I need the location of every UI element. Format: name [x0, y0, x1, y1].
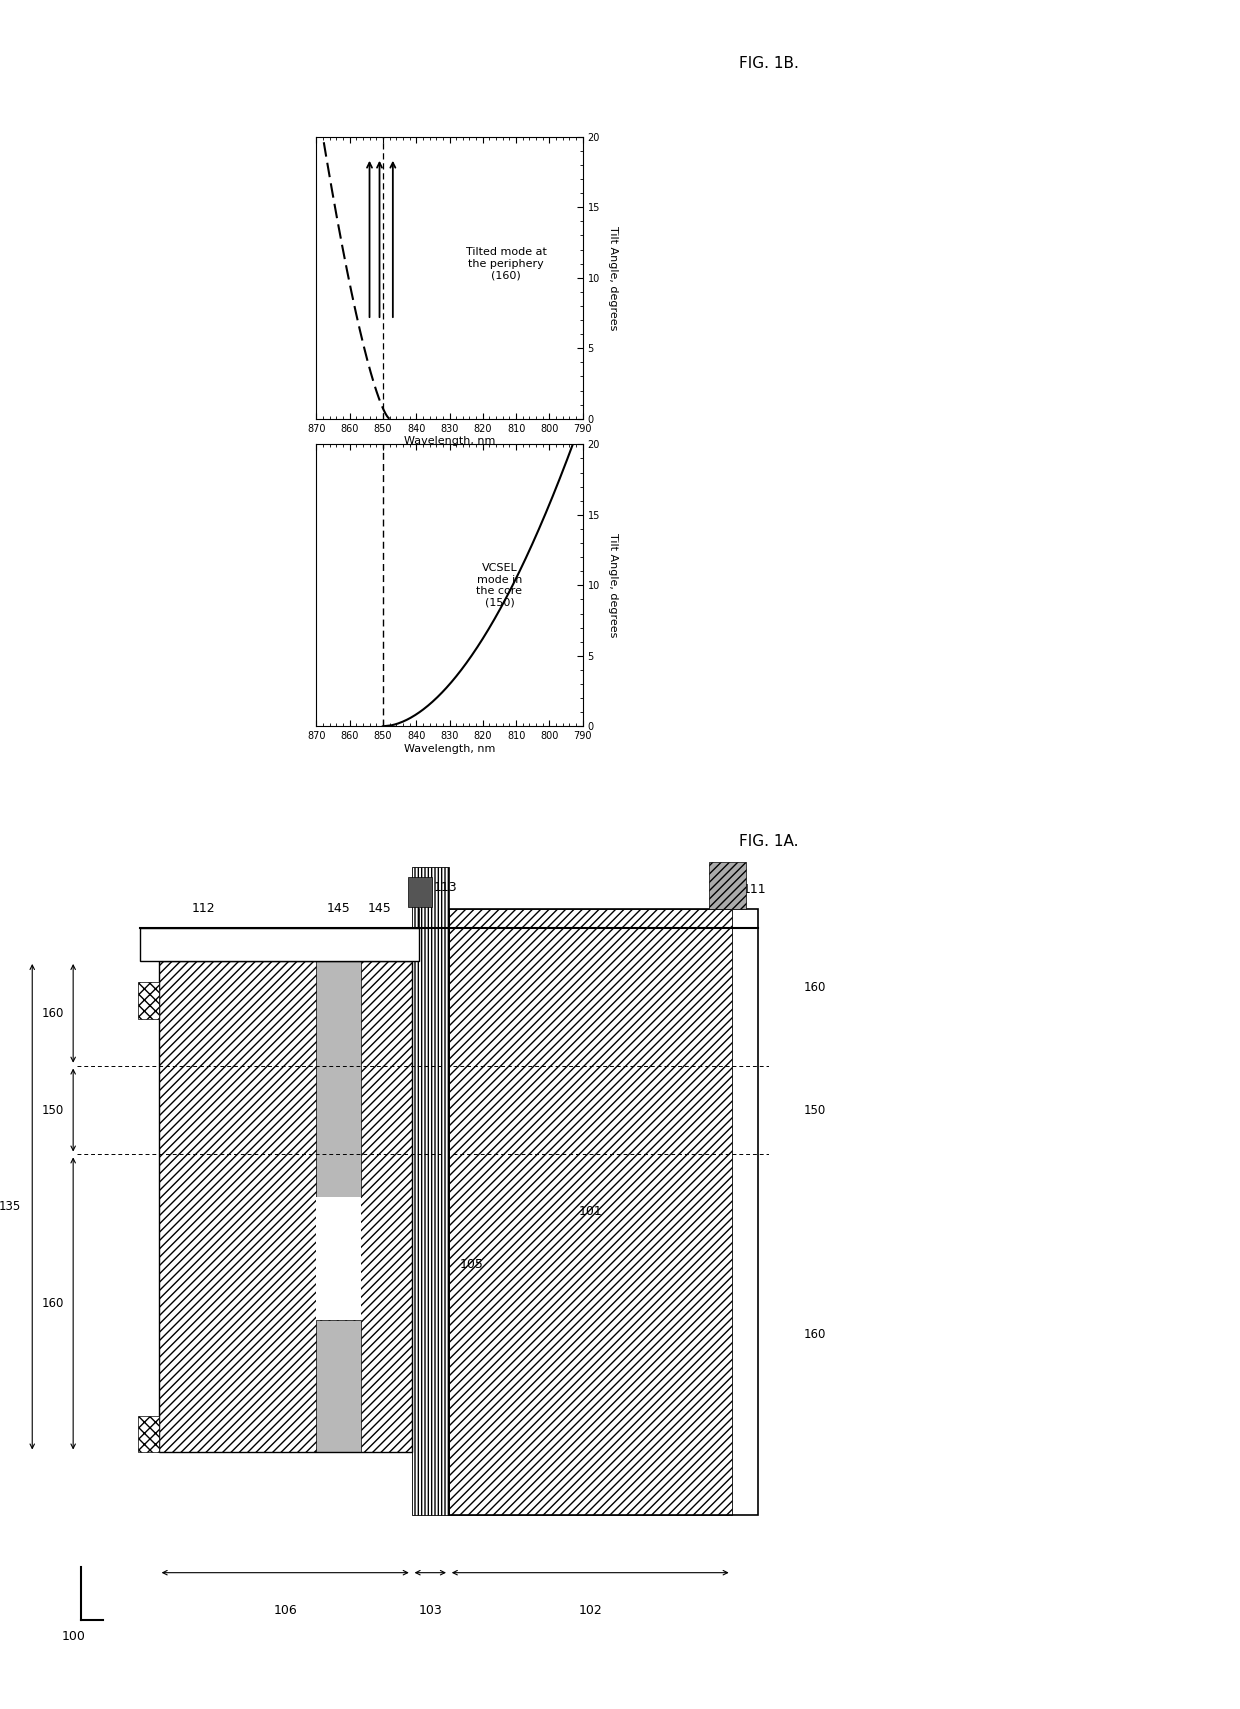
Text: Tilted mode at
the periphery
(160): Tilted mode at the periphery (160) — [466, 248, 547, 280]
Bar — [159, 960, 412, 1453]
Y-axis label: Tilt Angle, degrees: Tilt Angle, degrees — [608, 226, 618, 330]
Text: 103: 103 — [418, 1605, 443, 1617]
Bar — [315, 960, 361, 1196]
Bar — [138, 983, 159, 1019]
Bar — [159, 960, 412, 1453]
Text: 113: 113 — [434, 882, 458, 894]
Text: 102: 102 — [578, 1605, 603, 1617]
Y-axis label: Tilt Angle, degrees: Tilt Angle, degrees — [608, 533, 618, 637]
Text: 150: 150 — [804, 1104, 826, 1116]
Text: 145: 145 — [326, 902, 350, 914]
Bar — [449, 909, 732, 1516]
Text: 101: 101 — [578, 1205, 603, 1219]
Text: 106: 106 — [273, 1605, 298, 1617]
Bar — [449, 909, 758, 1516]
Text: 150: 150 — [42, 1104, 64, 1116]
Bar — [138, 1415, 159, 1453]
Bar — [140, 928, 419, 960]
Text: 160: 160 — [42, 1007, 64, 1020]
Text: 145: 145 — [367, 902, 391, 914]
Text: VCSEL
mode in
the core
(150): VCSEL mode in the core (150) — [476, 562, 522, 608]
Text: 160: 160 — [42, 1297, 64, 1311]
Text: 135: 135 — [0, 1200, 21, 1213]
X-axis label: Wavelength, nm: Wavelength, nm — [404, 436, 495, 446]
Bar — [408, 877, 432, 907]
Text: 112: 112 — [191, 902, 216, 914]
Text: 105: 105 — [460, 1258, 484, 1271]
Bar — [315, 1319, 361, 1453]
Text: FIG. 1B.: FIG. 1B. — [739, 56, 799, 72]
Bar — [709, 861, 746, 909]
Text: 160: 160 — [804, 981, 826, 993]
X-axis label: Wavelength, nm: Wavelength, nm — [404, 743, 495, 754]
Bar — [412, 866, 449, 1516]
Text: FIG. 1A.: FIG. 1A. — [739, 834, 799, 849]
Text: 160: 160 — [804, 1328, 826, 1342]
Text: 100: 100 — [62, 1630, 86, 1642]
Text: 111: 111 — [743, 884, 766, 896]
Bar — [315, 1196, 361, 1319]
